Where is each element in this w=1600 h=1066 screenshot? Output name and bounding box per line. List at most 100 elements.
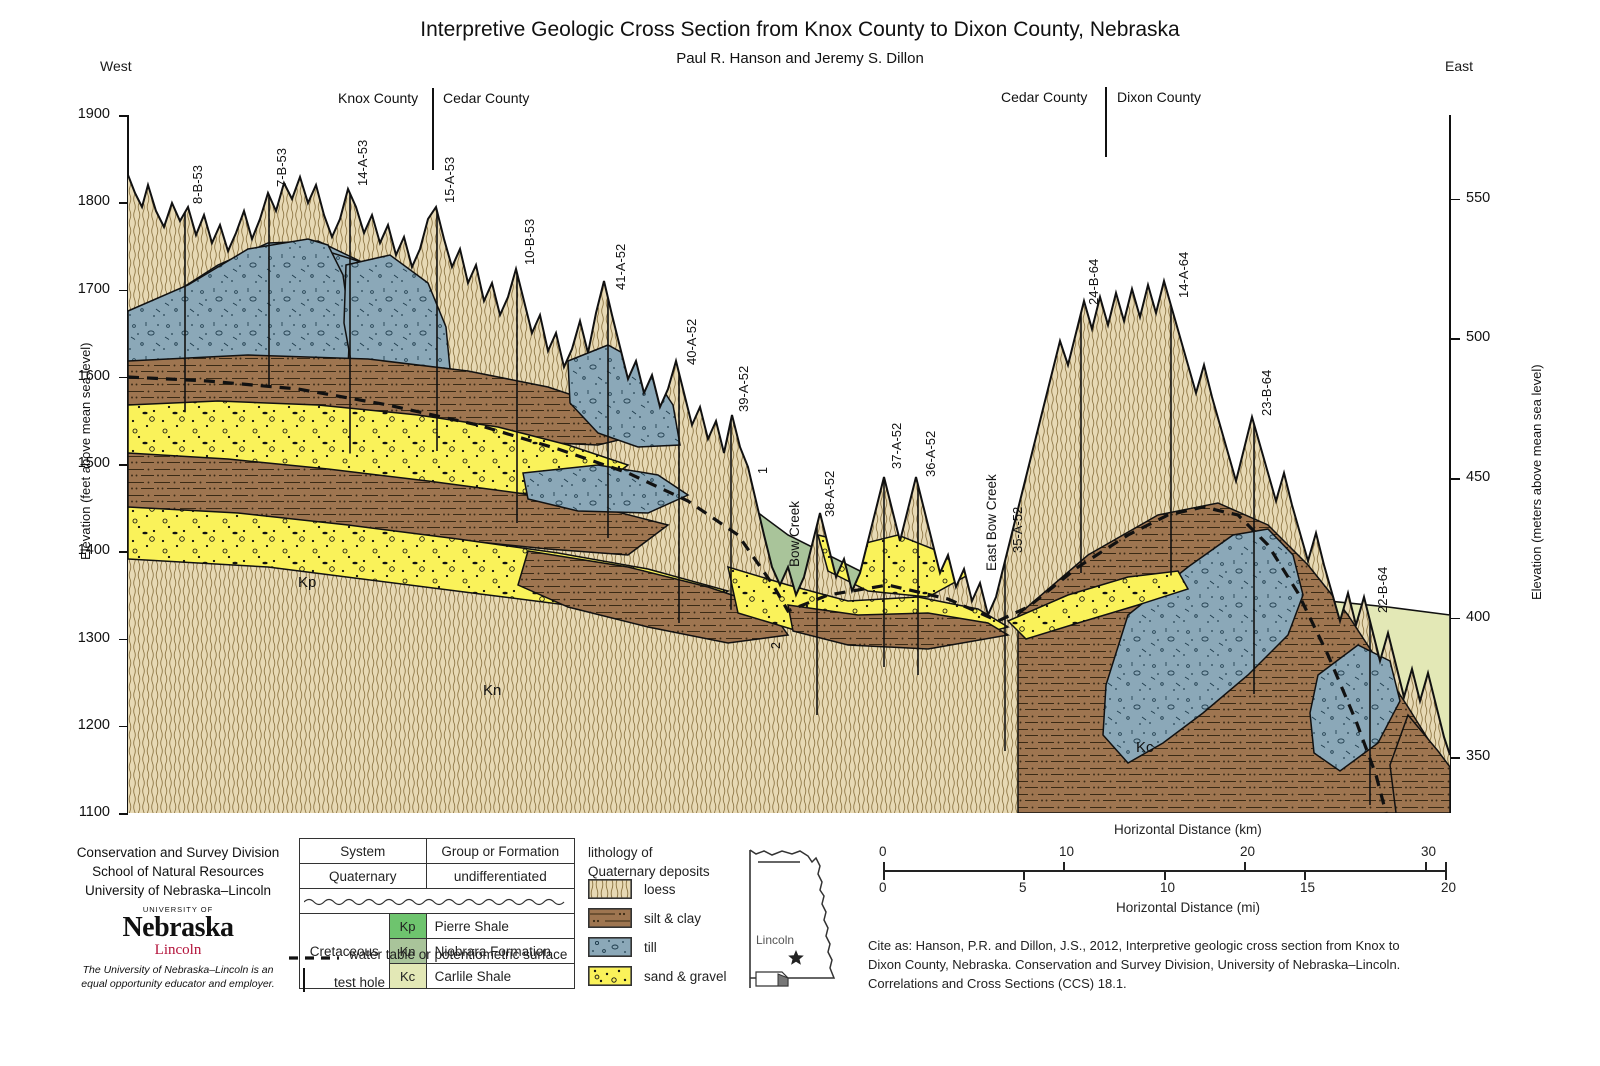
lithology-sand-gravel-east — [1006, 570, 1190, 640]
test-hole-label: 35-A-52 — [1010, 506, 1025, 553]
county-divider-knox-cedar — [432, 88, 434, 170]
eeo-line-1: The University of Nebraska–Lincoln is an — [82, 964, 274, 976]
legend-unconformity-row — [299, 888, 575, 914]
left-axis-tick-label: 1100 — [78, 804, 110, 820]
inset-state-outline — [749, 849, 836, 979]
test-hole-label: 37-A-52 — [889, 422, 904, 469]
lithology-legend-items: loess silt & clay till — [588, 879, 727, 986]
scale-mi-tick-label: 15 — [1300, 880, 1316, 895]
citation-block: Cite as: Hanson, P.R. and Dillon, J.S., … — [868, 936, 1400, 993]
legend-row-pierre: Cretaceous Kp Pierre Shale — [299, 913, 576, 989]
left-axis-tick-label: 1800 — [77, 193, 110, 210]
inset-city-label: Lincoln — [756, 933, 794, 947]
test-hole-label: 36-A-52 — [923, 430, 938, 477]
lithology-label-till: till — [644, 939, 657, 955]
west-direction-label: West — [100, 58, 132, 74]
legend-test-hole-symbol — [303, 968, 305, 992]
right-axis-tick-label: 500 — [1466, 329, 1491, 346]
test-hole-label: 23-B-64 — [1259, 369, 1274, 416]
lithology-title-line-2: Quaternary deposits — [588, 864, 710, 879]
eeo-line-2: equal opportunity educator and employer. — [81, 978, 275, 990]
silt-clay-swatch-icon — [588, 908, 632, 928]
inset-lincoln-star — [788, 950, 804, 965]
right-axis-title: Elevation (meters above mean sea level) — [1529, 364, 1544, 600]
scale-km-tick-label: 30 — [1421, 844, 1437, 859]
credit-line-1: Conservation and Survey Division — [76, 845, 280, 860]
left-axis-tick-label: 1300 — [77, 629, 110, 646]
legend-row-carlile: Kc Carlile Shale — [300, 963, 576, 989]
horizontal-scale-bar: Horizontal Distance (km) Horizontal Dist… — [879, 822, 1456, 922]
scale-km-tick-label: 0 — [879, 844, 887, 859]
legend-water-table-symbol — [288, 950, 340, 968]
bedrock-unit-label: Kp — [298, 574, 317, 591]
left-axis-tick — [119, 464, 128, 466]
county-label-knox: Knox County — [338, 90, 419, 106]
lithology-legend-title: lithology of Quaternary deposits — [588, 843, 710, 881]
left-axis-tick — [119, 638, 128, 641]
left-axis-tick-label: 1700 — [77, 280, 110, 297]
logo-university-of-text: UNIVERSITY OF — [142, 905, 214, 914]
legend-header-system: System — [299, 838, 427, 864]
test-hole-label: 40-A-52 — [684, 318, 699, 365]
citation-line-3: Correlations and Cross Sections (CCS) 18… — [868, 976, 1127, 991]
scale-mi-tick-label: 20 — [1441, 880, 1457, 895]
left-axis-tick-label: 1400 — [77, 542, 110, 559]
creek-label: East Bow Creek — [984, 474, 999, 572]
cross-section-annotation: 2 — [769, 642, 783, 649]
scale-mi-tick-label: 5 — [1019, 880, 1027, 895]
bedrock-unit-label: Kn — [483, 682, 502, 699]
legend-test-hole-label: test hole — [334, 975, 386, 990]
left-axis-tick-label: 1500 — [77, 455, 110, 471]
left-axis-tick — [119, 202, 128, 204]
scale-km-title: Horizontal Distance (km) — [1114, 822, 1262, 837]
test-hole-label: 38-A-52 — [822, 470, 837, 517]
credit-line-2: School of Natural Resources — [92, 864, 264, 879]
test-hole-label: 10-B-53 — [522, 218, 537, 265]
nebraska-logo: UNIVERSITY OF Nebraska Lincoln — [62, 905, 294, 958]
left-axis-tick-label: 1600 — [77, 367, 110, 384]
lithology-item-silt-clay: silt & clay — [588, 908, 727, 928]
east-direction-label: East — [1445, 58, 1474, 74]
lithology-label-sand-gravel: sand & gravel — [644, 968, 727, 984]
lithology-till-east — [1102, 528, 1304, 764]
right-axis-tick — [1451, 477, 1460, 480]
legend-swatch-kc: Kc — [388, 963, 427, 989]
right-axis-tick-label: 350 — [1466, 748, 1491, 765]
scale-mi-tick-label: 0 — [879, 880, 887, 895]
lithology-label-loess: loess — [644, 881, 676, 897]
legend-system-quaternary: Quaternary — [299, 863, 427, 889]
lithology-title-line-1: lithology of — [588, 845, 653, 860]
nebraska-locator-map: Lincoln — [738, 838, 850, 993]
right-axis-tick — [1451, 617, 1460, 620]
test-hole-label: 8-B-53 — [190, 165, 205, 205]
test-hole-lines — [184, 193, 1371, 805]
legend-row-niobrara: Kn Niobrara Formation — [300, 938, 576, 964]
scale-km-tick-label: 10 — [1059, 844, 1075, 859]
logo-nebraska-text: Nebraska — [122, 912, 234, 943]
lithology-item-loess: loess — [588, 879, 727, 899]
cross-section-annotation: 1 — [756, 466, 770, 474]
citation-line-2: Dixon County, Nebraska. Conservation and… — [868, 957, 1401, 972]
lithology-item-sand-gravel: sand & gravel — [588, 966, 727, 986]
left-axis-tick-label: 1200 — [77, 716, 110, 733]
legend-water-table-label: water table or potentiometric surface — [349, 947, 568, 962]
topographic-surface-line — [128, 173, 1450, 756]
citation-line-1: Cite as: Hanson, P.R. and Dillon, J.S., … — [868, 938, 1400, 953]
legend-header-row: System Group or Formation — [299, 838, 576, 864]
creek-label: Bow Creek — [787, 500, 802, 567]
county-label-cedar-west: Cedar County — [443, 90, 530, 106]
water-table-line — [128, 375, 1388, 813]
publisher-credit: Conservation and Survey Division School … — [62, 843, 294, 900]
test-hole-label: 7-B-53 — [274, 148, 289, 188]
test-hole-label: 41-A-52 — [613, 243, 628, 290]
test-hole-label: 39-A-52 — [736, 365, 751, 412]
equal-opportunity-statement: The University of Nebraska–Lincoln is an… — [62, 963, 294, 991]
scale-mi-title: Horizontal Distance (mi) — [1116, 900, 1261, 915]
inset-small-locator — [755, 971, 789, 987]
lithology-item-till: till — [588, 937, 727, 957]
right-axis-tick — [1451, 338, 1460, 340]
county-label-dixon: Dixon County — [1117, 89, 1202, 105]
test-hole-label: 24-B-64 — [1086, 258, 1101, 305]
right-axis-tick — [1451, 198, 1460, 201]
loess-swatch-icon — [588, 879, 632, 899]
